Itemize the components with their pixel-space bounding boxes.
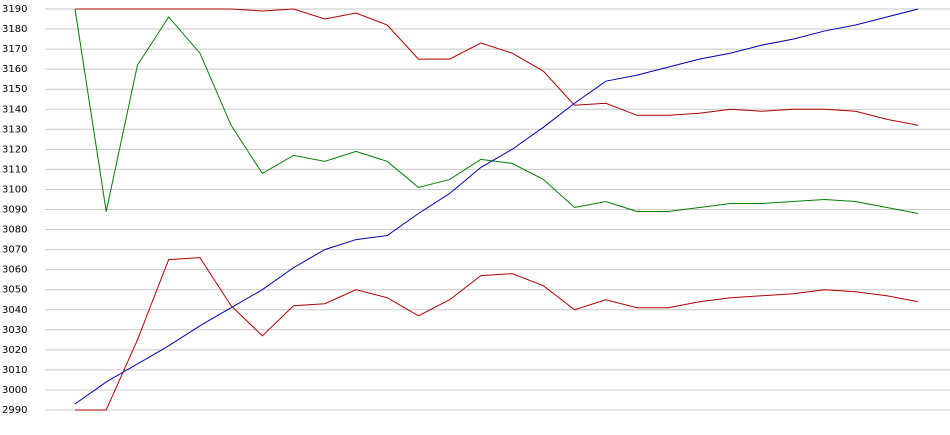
y-tick-label: 3150 (2, 84, 27, 95)
y-tick-label: 3030 (2, 325, 27, 336)
y-tick-label: 3020 (2, 345, 27, 356)
series-line (74, 8, 919, 215)
series-line (75, 257, 919, 411)
y-tick-label: 3060 (2, 265, 27, 276)
y-tick-label: 3180 (2, 24, 27, 35)
y-tick-label: 3130 (2, 124, 27, 135)
y-tick-label: 3090 (2, 205, 27, 216)
y-tick-label: 3010 (2, 365, 27, 376)
y-tick-label: 3040 (2, 305, 27, 316)
y-tick-label: 3070 (2, 245, 27, 256)
series-line (74, 8, 919, 405)
y-tick-label: 3160 (2, 64, 27, 75)
series-line (75, 8, 919, 126)
y-tick-label: 3110 (2, 164, 27, 175)
y-tick-label: 3140 (2, 104, 27, 115)
y-tick-label: 2990 (2, 405, 27, 416)
y-tick-label: 3170 (2, 44, 27, 55)
y-tick-label: 3050 (2, 285, 27, 296)
y-tick-label: 3080 (2, 225, 27, 236)
y-tick-label: 3000 (2, 385, 27, 396)
y-tick-label: 3190 (2, 4, 27, 15)
y-tick-label: 3100 (2, 184, 27, 195)
y-tick-label: 3120 (2, 144, 27, 155)
